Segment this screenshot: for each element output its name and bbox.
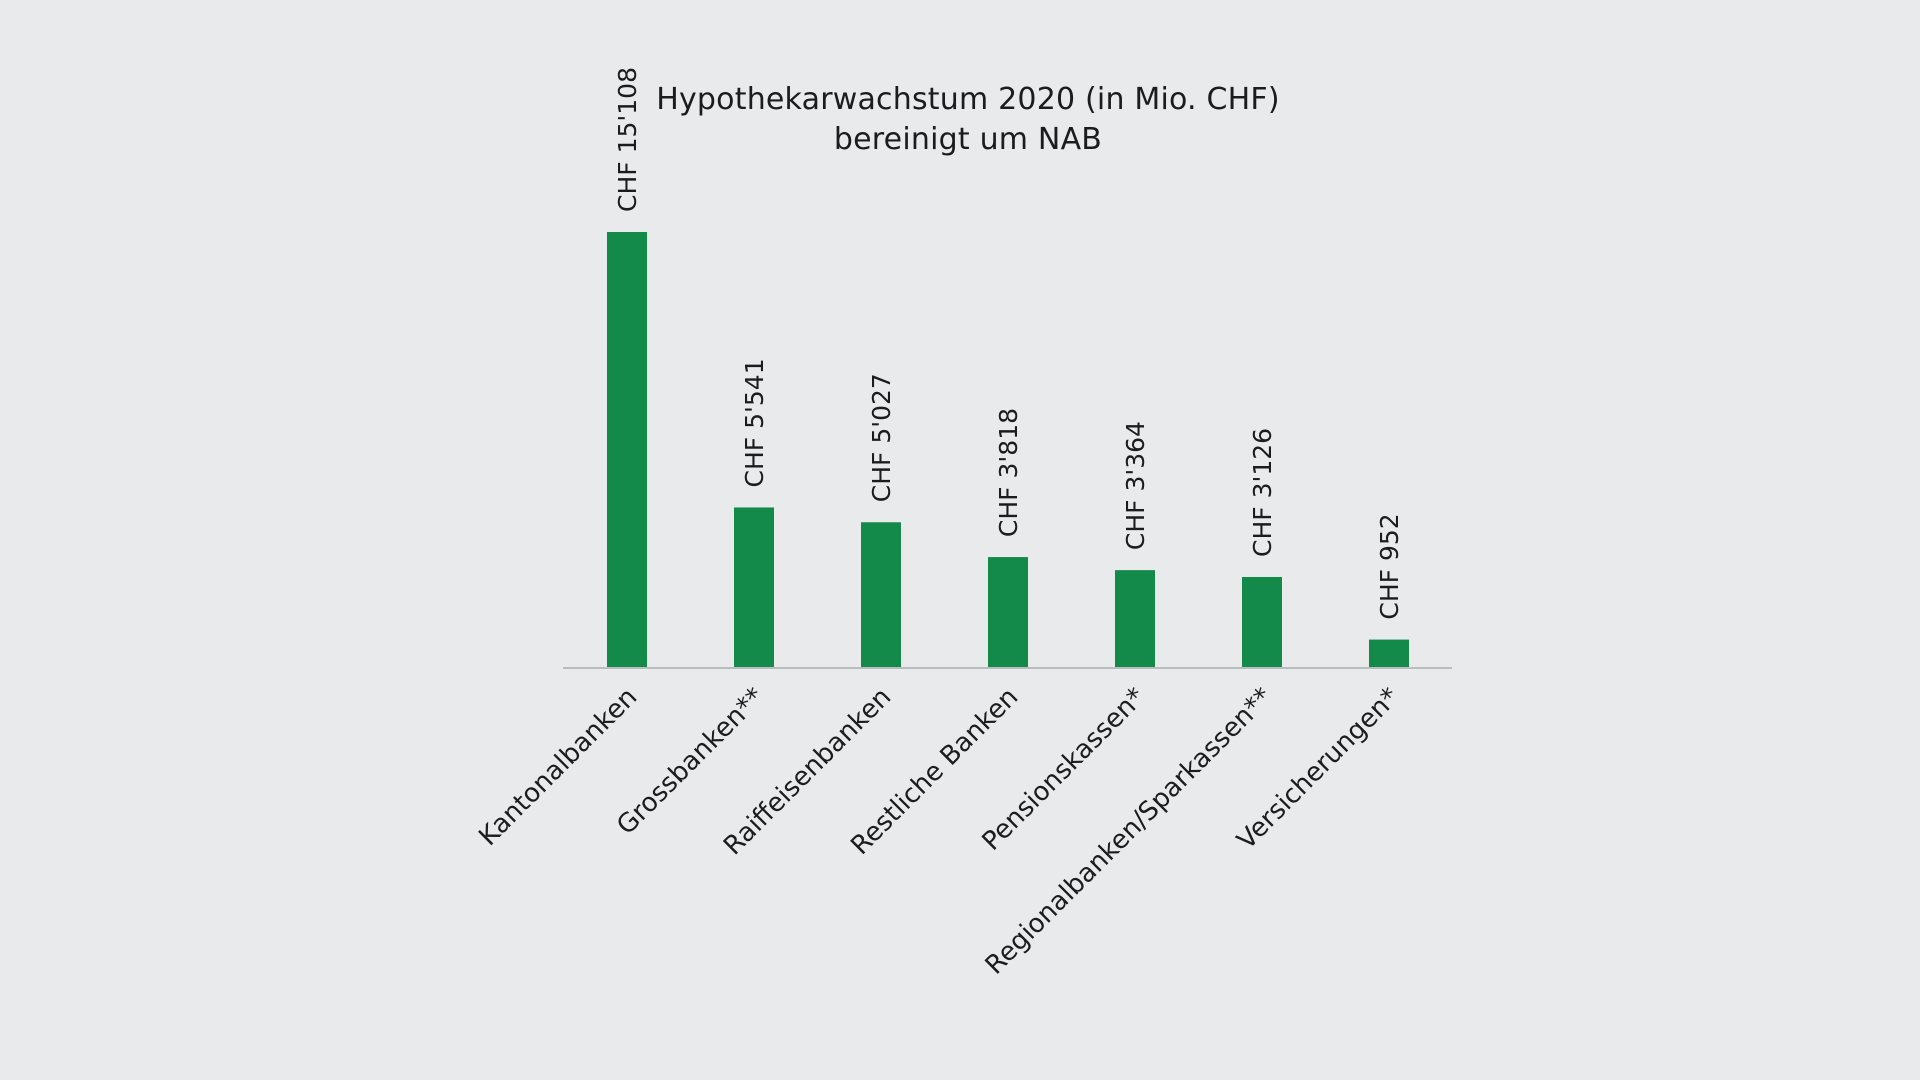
chart-subtitle: bereinigt um NAB — [833, 122, 1103, 157]
bar-1 — [734, 507, 774, 667]
data-label-1: CHF 5'541 — [740, 358, 769, 487]
data-label-3: CHF 3'818 — [994, 408, 1023, 537]
data-label-2: CHF 5'027 — [867, 373, 896, 502]
chart-title: Hypothekarwachstum 2020 (in Mio. CHF) — [656, 82, 1280, 117]
bar-6 — [1369, 639, 1409, 667]
data-label-6: CHF 952 — [1375, 513, 1404, 619]
data-label-5: CHF 3'126 — [1248, 428, 1277, 557]
data-label-0: CHF 15'108 — [613, 67, 642, 212]
bar-4 — [1115, 570, 1155, 667]
bar-2 — [861, 522, 901, 667]
bar-3 — [988, 557, 1028, 667]
bar-5 — [1242, 576, 1282, 667]
data-label-4: CHF 3'364 — [1121, 421, 1150, 550]
bar-0 — [607, 232, 647, 667]
